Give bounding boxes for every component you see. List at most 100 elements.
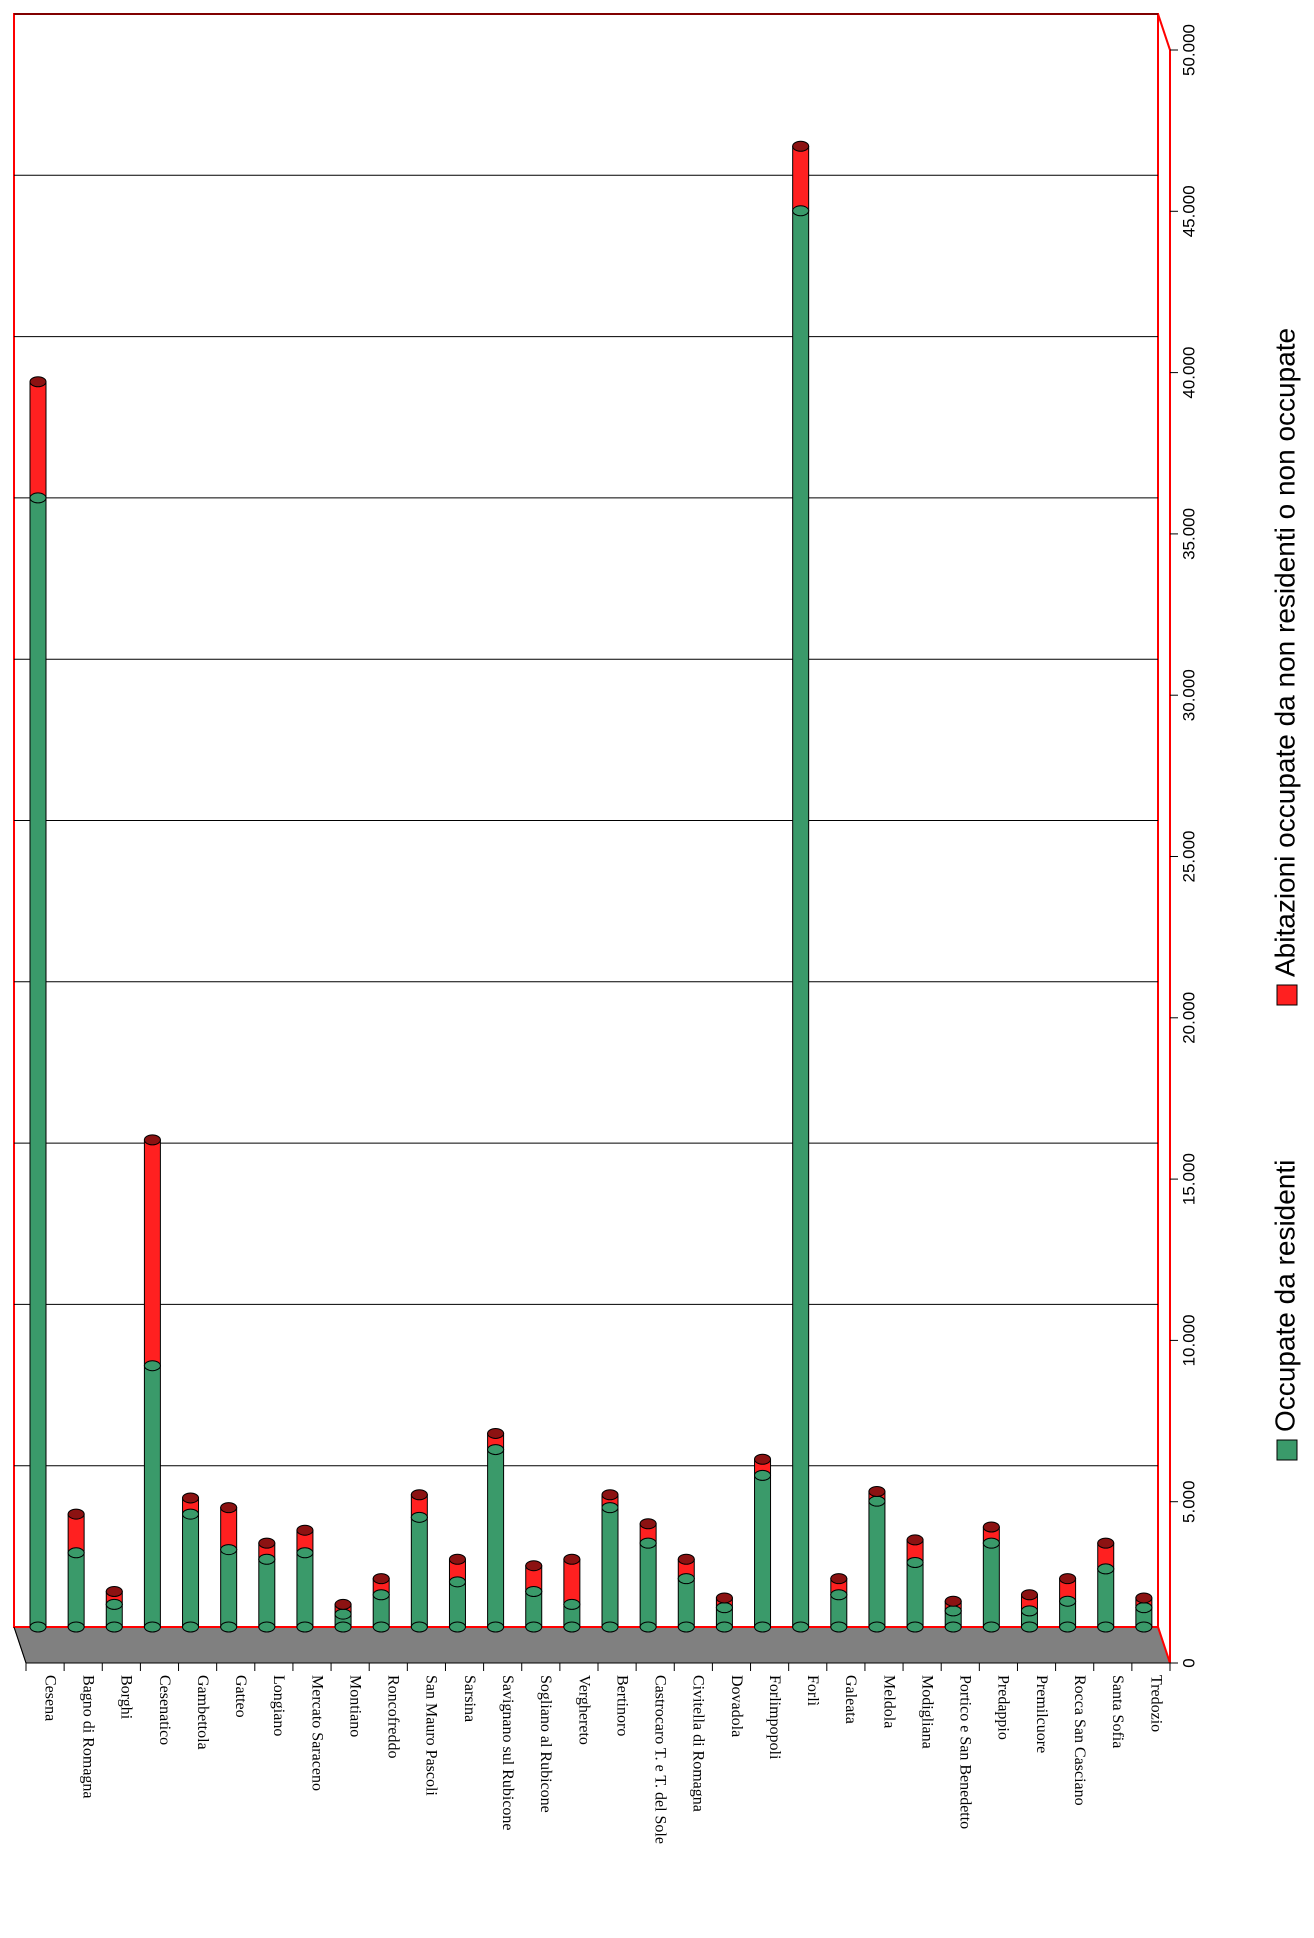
bar-top-cap bbox=[830, 1573, 848, 1585]
category-label-bagno-di-romagna: Bagno di Romagna bbox=[80, 1675, 97, 1799]
bar-group-verghereto bbox=[563, 1553, 581, 1633]
bar-group-savignano-sul-rubicone bbox=[487, 1427, 505, 1633]
bar-non-residenti-verghereto bbox=[563, 1558, 581, 1605]
bar-group-bertinoro bbox=[601, 1489, 619, 1633]
value-tick-label: 45.000 bbox=[1179, 185, 1198, 237]
bar-divider-cap bbox=[296, 1547, 314, 1559]
bar-divider-cap bbox=[105, 1598, 123, 1610]
bar-group-forlimpopoli bbox=[754, 1453, 772, 1633]
bar-group-borghi bbox=[105, 1586, 123, 1633]
bar-top-cap bbox=[448, 1553, 466, 1565]
category-label-tredozio: Tredozio bbox=[1147, 1675, 1164, 1732]
bar-residenti-mercato-saraceno bbox=[296, 1552, 314, 1628]
bar-base-cap bbox=[944, 1621, 962, 1633]
bar-group-portico-e-san-benedetto bbox=[944, 1595, 962, 1633]
bar-divider-cap bbox=[868, 1495, 886, 1507]
bar-divider-cap bbox=[487, 1444, 505, 1456]
bar-group-meldola bbox=[868, 1486, 886, 1633]
bar-top-cap bbox=[563, 1553, 581, 1565]
bar-group-sogliano-al-rubicone bbox=[525, 1560, 543, 1633]
category-label-gambettola: Gambettola bbox=[194, 1675, 211, 1750]
bar-divider-cap bbox=[182, 1508, 200, 1520]
bar-base-cap bbox=[677, 1621, 695, 1633]
side-wall-bottom-edge bbox=[1157, 1626, 1171, 1664]
bar-base-cap bbox=[1135, 1621, 1153, 1633]
bar-residenti-gatteo bbox=[220, 1549, 238, 1628]
bar-divider-cap bbox=[754, 1469, 772, 1481]
category-label-dovadola: Dovadola bbox=[728, 1675, 745, 1737]
bar-residenti-bertinoro bbox=[601, 1507, 619, 1628]
plot-frame bbox=[13, 13, 1171, 1671]
category-label-santa-sofia: Santa Sofia bbox=[1109, 1675, 1126, 1748]
bar-group-predappio bbox=[982, 1521, 1000, 1633]
bar-base-cap bbox=[1097, 1621, 1115, 1633]
bar-residenti-cesena bbox=[29, 497, 47, 1628]
bar-base-cap bbox=[1020, 1621, 1038, 1633]
category-label-modigliana: Modigliana bbox=[918, 1675, 935, 1749]
bar-divider-cap bbox=[1135, 1602, 1153, 1614]
bar-group-san-mauro-pascoli bbox=[410, 1489, 428, 1633]
category-label-castrocaro-t-e-t-del-sole: Castrocaro T. e T. del Sole bbox=[652, 1675, 669, 1844]
bar-top-cap bbox=[1020, 1589, 1038, 1601]
category-label-cesena: Cesena bbox=[41, 1675, 58, 1721]
category-label-bertinoro: Bertinoro bbox=[613, 1675, 630, 1736]
bar-residenti-forli bbox=[792, 210, 810, 1628]
category-label-meldola: Meldola bbox=[880, 1675, 897, 1728]
bar-divider-cap bbox=[1059, 1595, 1077, 1607]
bar-group-premilcuore bbox=[1020, 1589, 1038, 1633]
bar-group-bagno-di-romagna bbox=[67, 1508, 85, 1633]
bar-base-cap bbox=[563, 1621, 581, 1633]
bar-divider-cap bbox=[906, 1556, 924, 1568]
category-label-san-mauro-pascoli: San Mauro Pascoli bbox=[423, 1675, 440, 1796]
value-tick-label: 50.000 bbox=[1179, 24, 1198, 76]
bar-divider-cap bbox=[792, 205, 810, 217]
category-label-roncofreddo: Roncofreddo bbox=[385, 1675, 402, 1759]
category-label-sogliano-al-rubicone: Sogliano al Rubicone bbox=[537, 1675, 554, 1813]
bar-base-cap bbox=[601, 1621, 619, 1633]
category-label-galeata: Galeata bbox=[842, 1675, 859, 1724]
category-label-longiano: Longiano bbox=[270, 1675, 287, 1736]
bar-base-cap bbox=[296, 1621, 314, 1633]
category-label-forli: Forlì bbox=[804, 1675, 821, 1707]
bar-base-cap bbox=[868, 1621, 886, 1633]
bar-residenti-savignano-sul-rubicone bbox=[487, 1449, 505, 1628]
bar-group-montiano bbox=[334, 1598, 352, 1633]
bar-divider-cap bbox=[220, 1544, 238, 1556]
value-axis: 0 5.000 10.000 15.000 20.000 25.000 30.000 35.0… bbox=[1170, 24, 1198, 1668]
bar-divider-cap bbox=[334, 1608, 352, 1620]
gridlines bbox=[14, 13, 1158, 1467]
floor-left-edge bbox=[13, 1626, 27, 1664]
bar-base-cap bbox=[258, 1621, 276, 1633]
category-label-premilcuore: Premilcuore bbox=[1033, 1675, 1050, 1753]
bar-divider-cap bbox=[982, 1537, 1000, 1549]
bar-top-cap bbox=[754, 1453, 772, 1465]
bar-group-roncofreddo bbox=[372, 1573, 390, 1633]
category-label-portico-e-san-benedetto: Portico e San Benedetto bbox=[957, 1675, 974, 1829]
bar-base-cap bbox=[792, 1621, 810, 1633]
bar-group-mercato-saraceno bbox=[296, 1524, 314, 1633]
bar-top-cap bbox=[258, 1537, 276, 1549]
legend-swatch-residenti bbox=[1276, 1439, 1298, 1461]
bar-top-cap bbox=[67, 1508, 85, 1520]
bar-divider-cap bbox=[525, 1586, 543, 1598]
bar-top-cap bbox=[601, 1489, 619, 1501]
bar-top-cap bbox=[105, 1586, 123, 1598]
bar-residenti-meldola bbox=[868, 1500, 886, 1628]
value-tick-label: 25.000 bbox=[1179, 831, 1198, 883]
bar-divider-cap bbox=[715, 1602, 733, 1614]
bar-top-cap bbox=[1059, 1573, 1077, 1585]
bar-top-cap bbox=[182, 1492, 200, 1504]
bar-divider-cap bbox=[29, 492, 47, 504]
bar-residenti-longiano bbox=[258, 1558, 276, 1628]
bar-divider-cap bbox=[944, 1605, 962, 1617]
bar-top-cap bbox=[906, 1534, 924, 1546]
bar-group-sarsina bbox=[448, 1553, 466, 1633]
bar-residenti-sarsina bbox=[448, 1581, 466, 1628]
bar-top-cap bbox=[792, 140, 810, 152]
bar-divider-cap bbox=[601, 1502, 619, 1514]
bar-divider-cap bbox=[639, 1537, 657, 1549]
legend-label-residenti: Occupate da residenti bbox=[1269, 1160, 1300, 1432]
bar-top-cap bbox=[944, 1595, 962, 1607]
bar-residenti-forlimpopoli bbox=[754, 1474, 772, 1628]
